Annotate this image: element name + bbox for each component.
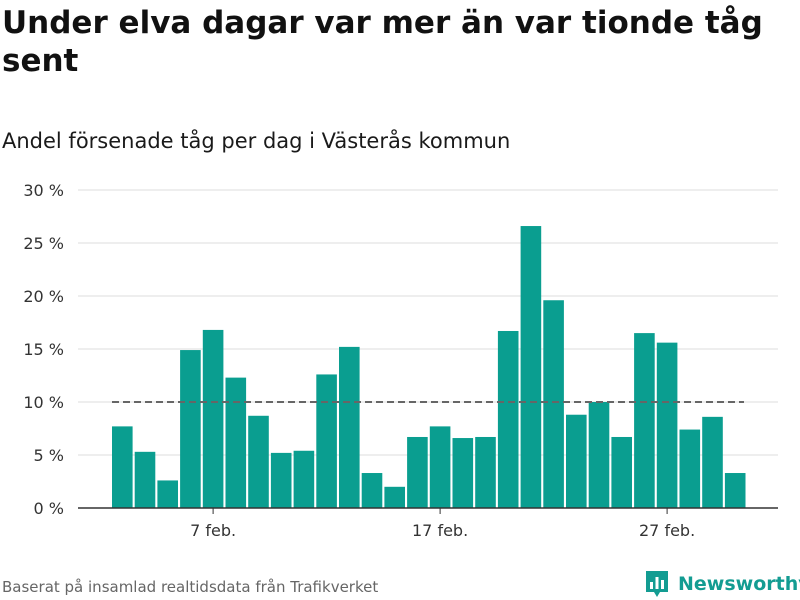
bar bbox=[316, 374, 337, 508]
x-tick-label: 7 feb. bbox=[190, 521, 236, 540]
bar bbox=[566, 414, 587, 508]
bars bbox=[112, 226, 746, 509]
x-tick-label: 17 feb. bbox=[412, 521, 468, 540]
bar bbox=[588, 402, 610, 508]
bar bbox=[656, 342, 678, 508]
bar bbox=[202, 329, 224, 508]
y-tick-label: 10 % bbox=[23, 393, 64, 412]
bar bbox=[634, 333, 655, 508]
bar bbox=[429, 426, 451, 508]
chart-subtitle: Andel försenade tåg per dag i Västerås k… bbox=[2, 129, 511, 153]
newsworthy-logo-icon bbox=[646, 571, 668, 597]
bar bbox=[497, 330, 519, 508]
bar bbox=[679, 429, 701, 508]
bar bbox=[702, 416, 723, 508]
bar bbox=[225, 377, 247, 508]
y-tick-label: 30 % bbox=[23, 181, 64, 200]
bar bbox=[407, 436, 428, 508]
bar bbox=[452, 438, 474, 508]
x-tick-label: 27 feb. bbox=[639, 521, 695, 540]
newsworthy-logo: Newsworthy bbox=[644, 569, 800, 599]
bar bbox=[724, 473, 746, 508]
bar bbox=[520, 226, 542, 509]
bar bbox=[112, 426, 133, 508]
bar bbox=[270, 452, 292, 508]
bar bbox=[180, 350, 201, 508]
bar bbox=[475, 436, 496, 508]
y-tick-label: 5 % bbox=[34, 446, 64, 465]
bar bbox=[543, 300, 564, 508]
y-tick-label: 0 % bbox=[34, 499, 64, 518]
bar bbox=[134, 451, 156, 508]
y-axis-tick-labels: 0 % 5 % 10 % 15 % 20 % 25 % 30 % bbox=[23, 181, 64, 518]
chart-title: Under elva dagar var mer än var tionde t… bbox=[2, 5, 763, 79]
logo-text: Newsworthy bbox=[678, 573, 800, 595]
bar bbox=[384, 486, 405, 508]
bar bbox=[339, 346, 360, 508]
bar bbox=[157, 480, 178, 508]
y-tick-label: 15 % bbox=[23, 340, 64, 359]
source-footer: Baserat på insamlad realtidsdata från Tr… bbox=[2, 578, 379, 596]
bar bbox=[293, 450, 315, 508]
y-tick-label: 20 % bbox=[23, 287, 64, 306]
y-tick-label: 25 % bbox=[23, 234, 64, 253]
bar bbox=[361, 473, 383, 508]
bar bbox=[611, 436, 632, 508]
x-axis-tick-labels: 7 feb. 17 feb. 27 feb. bbox=[190, 508, 695, 540]
bar bbox=[248, 415, 269, 508]
